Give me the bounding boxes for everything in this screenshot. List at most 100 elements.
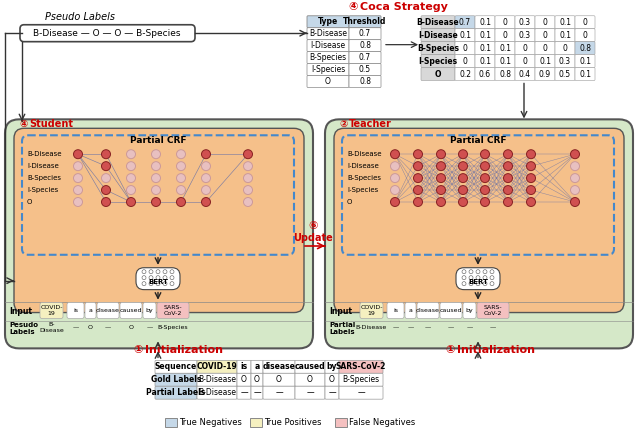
Circle shape	[527, 162, 536, 171]
Circle shape	[74, 198, 83, 206]
FancyBboxPatch shape	[295, 373, 325, 386]
Text: Pseudo Labels: Pseudo Labels	[45, 12, 115, 22]
FancyBboxPatch shape	[477, 303, 509, 318]
FancyBboxPatch shape	[417, 303, 439, 318]
FancyBboxPatch shape	[455, 29, 475, 41]
Text: a: a	[408, 308, 412, 313]
FancyBboxPatch shape	[349, 40, 381, 52]
Circle shape	[483, 276, 487, 280]
FancyBboxPatch shape	[307, 16, 349, 28]
FancyBboxPatch shape	[555, 41, 575, 55]
Circle shape	[243, 198, 253, 206]
FancyBboxPatch shape	[515, 29, 535, 41]
Circle shape	[102, 162, 111, 171]
Text: 0.8: 0.8	[359, 77, 371, 86]
FancyBboxPatch shape	[575, 67, 595, 81]
FancyBboxPatch shape	[515, 16, 535, 29]
Text: 0.5: 0.5	[559, 70, 571, 78]
FancyBboxPatch shape	[535, 29, 555, 41]
FancyBboxPatch shape	[349, 16, 381, 28]
Text: BERT: BERT	[148, 279, 168, 285]
FancyBboxPatch shape	[349, 52, 381, 64]
Circle shape	[177, 162, 186, 171]
Text: B-Species: B-Species	[157, 325, 188, 330]
FancyBboxPatch shape	[475, 16, 495, 29]
FancyBboxPatch shape	[307, 64, 349, 75]
Circle shape	[142, 276, 146, 280]
Text: by: by	[327, 363, 337, 371]
Text: O: O	[129, 325, 134, 330]
Text: Update: Update	[293, 233, 333, 243]
FancyBboxPatch shape	[555, 29, 575, 41]
Circle shape	[127, 174, 136, 183]
Text: O: O	[88, 325, 93, 330]
Text: ②: ②	[339, 120, 348, 129]
Text: 0.1: 0.1	[499, 56, 511, 66]
Circle shape	[102, 198, 111, 206]
Text: caused: caused	[120, 308, 142, 313]
Text: 0.1: 0.1	[479, 44, 491, 52]
Text: ④: ④	[348, 2, 357, 12]
Circle shape	[436, 150, 445, 159]
Text: B-Disease: B-Disease	[356, 325, 387, 330]
FancyBboxPatch shape	[360, 303, 383, 318]
FancyBboxPatch shape	[349, 64, 381, 75]
Text: 0: 0	[502, 31, 508, 40]
Circle shape	[149, 276, 153, 280]
Circle shape	[436, 198, 445, 206]
Circle shape	[170, 276, 174, 280]
Text: B-Disease — O — O — B-Species: B-Disease — O — O — B-Species	[33, 29, 180, 38]
Circle shape	[570, 150, 579, 159]
Circle shape	[436, 174, 445, 183]
FancyBboxPatch shape	[575, 55, 595, 67]
Text: 0.3: 0.3	[519, 31, 531, 40]
FancyBboxPatch shape	[67, 303, 84, 318]
Text: I-Species: I-Species	[347, 187, 378, 193]
Circle shape	[127, 186, 136, 194]
FancyBboxPatch shape	[421, 55, 455, 67]
FancyBboxPatch shape	[85, 303, 96, 318]
Circle shape	[458, 174, 467, 183]
Text: O: O	[254, 375, 260, 384]
Circle shape	[458, 162, 467, 171]
Text: I-Disease: I-Disease	[27, 163, 59, 169]
FancyBboxPatch shape	[263, 360, 295, 373]
Circle shape	[413, 198, 422, 206]
FancyBboxPatch shape	[325, 373, 339, 386]
FancyBboxPatch shape	[334, 128, 624, 313]
Text: Teacher: Teacher	[349, 120, 392, 129]
Circle shape	[476, 282, 480, 286]
Text: 0.1: 0.1	[459, 31, 471, 40]
Text: disease: disease	[262, 363, 296, 371]
FancyBboxPatch shape	[387, 303, 404, 318]
Circle shape	[504, 198, 513, 206]
FancyBboxPatch shape	[515, 55, 535, 67]
Text: 0.1: 0.1	[559, 18, 571, 27]
Circle shape	[127, 198, 136, 206]
Text: Partial
Labels: Partial Labels	[329, 322, 355, 335]
Circle shape	[504, 174, 513, 183]
Text: B-Disease: B-Disease	[417, 18, 460, 27]
Circle shape	[170, 270, 174, 274]
Circle shape	[243, 174, 253, 183]
Circle shape	[436, 162, 445, 171]
Circle shape	[476, 276, 480, 280]
Circle shape	[481, 186, 490, 194]
Circle shape	[149, 270, 153, 274]
FancyBboxPatch shape	[455, 55, 475, 67]
Circle shape	[243, 150, 253, 159]
Text: COVID-
19: COVID- 19	[360, 305, 383, 316]
Circle shape	[462, 276, 466, 280]
Text: Partial CRF: Partial CRF	[450, 136, 506, 145]
Text: B-Disease: B-Disease	[27, 151, 61, 157]
FancyBboxPatch shape	[495, 55, 515, 67]
Circle shape	[504, 150, 513, 159]
Circle shape	[462, 270, 466, 274]
FancyBboxPatch shape	[263, 386, 295, 399]
FancyBboxPatch shape	[263, 373, 295, 386]
Text: 0.1: 0.1	[479, 31, 491, 40]
Text: ⑥: ⑥	[308, 221, 317, 231]
Text: B-Disease: B-Disease	[198, 375, 236, 384]
Text: is: is	[393, 308, 398, 313]
Circle shape	[202, 186, 211, 194]
